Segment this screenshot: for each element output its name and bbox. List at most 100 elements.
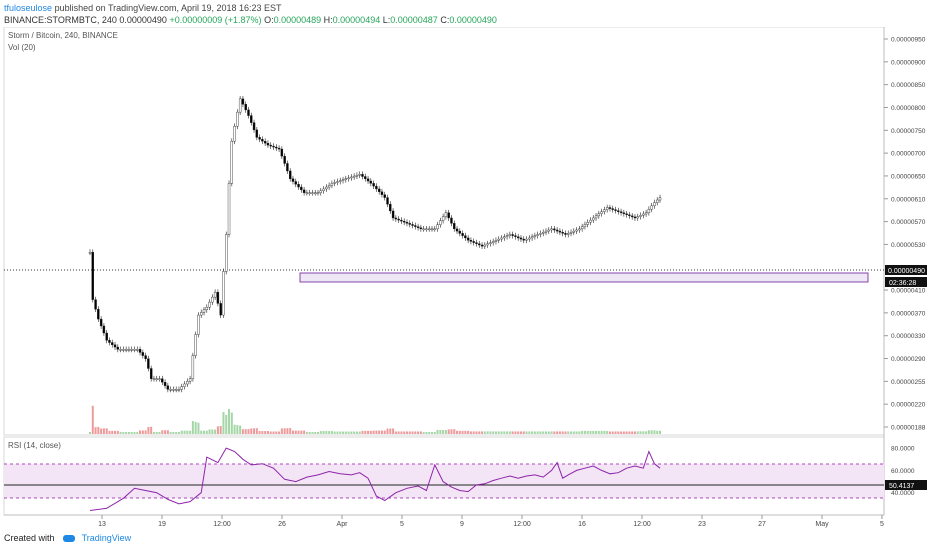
volume-bar — [236, 425, 239, 434]
candle-body — [333, 182, 336, 184]
candle-body — [644, 212, 648, 215]
candle-body — [633, 216, 637, 219]
candle-body — [555, 229, 559, 232]
candle-body — [122, 349, 125, 351]
candle-body — [369, 180, 373, 184]
author-link[interactable]: tfuloseulose — [4, 3, 53, 13]
rsi-legend: RSI (14, close) — [8, 441, 61, 450]
volume-bar — [525, 431, 528, 434]
main-pane — [3, 27, 885, 436]
candle-body — [500, 237, 503, 240]
volume-bar — [405, 431, 408, 434]
volume-bar — [595, 430, 598, 434]
candle-body — [233, 126, 236, 142]
time-tick-label: Apr — [337, 521, 349, 528]
candle-body — [350, 176, 353, 179]
volume-bar — [147, 427, 150, 434]
volume-bar — [650, 430, 653, 434]
candle-body — [405, 222, 409, 224]
volume-bar — [305, 432, 308, 434]
volume-bar — [342, 431, 345, 434]
volume-bar — [264, 431, 267, 434]
volume-bar — [169, 432, 172, 434]
candle-body — [419, 227, 423, 230]
volume-bar — [158, 432, 161, 434]
candle-body — [383, 194, 386, 198]
candle-body — [580, 226, 584, 230]
candle-body — [255, 129, 259, 138]
volume-bar — [133, 432, 136, 434]
symbol-line: BINANCE:STORMBTC, 240 — [4, 15, 117, 25]
volume-bar — [647, 430, 650, 434]
candle-body — [453, 223, 456, 230]
volume-bar — [255, 428, 258, 434]
publish-info: tfuloseulose published on TradingView.co… — [4, 3, 282, 13]
volume-bar — [89, 432, 91, 434]
volume-bar — [653, 430, 656, 434]
volume-bar — [261, 431, 264, 434]
candle-body — [394, 217, 398, 220]
volume-bar — [570, 431, 573, 434]
volume-bar — [545, 431, 547, 434]
candle-body — [522, 238, 525, 241]
volume-bar — [150, 426, 153, 434]
volume-bar — [330, 431, 333, 434]
volume-bar — [494, 431, 497, 434]
candle-body — [180, 386, 183, 390]
volume-bar — [659, 430, 661, 434]
price-tick-label: 0.00000370 — [891, 310, 926, 317]
candle-body — [653, 202, 656, 207]
price-tick-label: 0.00000800 — [891, 105, 926, 112]
volume-bar — [241, 429, 244, 434]
rsi-tick-label: 60.0000 — [891, 468, 915, 475]
candle-body — [161, 378, 164, 383]
candle-body — [225, 234, 228, 272]
chart-canvas[interactable]: Storm / Bitcoin, 240, BINANCE Vol (20) R… — [0, 27, 932, 529]
candle-body — [542, 232, 545, 234]
volume-bar — [539, 431, 542, 434]
volume-bar — [469, 431, 472, 434]
candle-body — [505, 235, 509, 237]
candle-body — [475, 242, 478, 244]
price-tick-label: 0.00000750 — [891, 128, 926, 135]
volume-bar — [180, 430, 183, 434]
volume-bar — [517, 431, 520, 434]
candle-body — [389, 203, 392, 212]
volume-bar — [186, 430, 189, 434]
candle-body — [656, 199, 659, 203]
candle-body — [327, 184, 331, 188]
candle-body — [564, 233, 567, 235]
candle-body — [250, 115, 253, 123]
volume-bar — [311, 432, 314, 434]
candle-body — [578, 228, 581, 231]
volume-bar — [211, 429, 214, 434]
volume-bar — [177, 432, 180, 434]
volume-bar — [553, 431, 556, 434]
candle-body — [605, 207, 609, 210]
tradingview-brand[interactable]: TradingView — [81, 533, 132, 543]
volume-bar — [467, 430, 470, 434]
volume-bar — [355, 431, 358, 434]
volume-bar — [556, 431, 559, 434]
candle-body — [97, 308, 100, 320]
time-tick-label: 16 — [578, 521, 586, 528]
candle-body — [88, 252, 92, 254]
candle-body — [544, 230, 548, 233]
time-tick-label: 13 — [98, 521, 106, 528]
volume-bar — [375, 430, 378, 434]
volume-bar — [531, 431, 534, 434]
candle-body — [425, 228, 428, 231]
candle-body — [433, 228, 436, 231]
volume-bar — [272, 431, 275, 434]
volume-bar — [189, 430, 192, 434]
volume-bar — [258, 431, 261, 434]
candle-body — [263, 141, 267, 144]
candle-body — [330, 183, 334, 186]
candle-body — [216, 292, 220, 304]
volume-bar — [417, 431, 420, 434]
candle-body — [511, 234, 514, 236]
volume-bar — [453, 429, 456, 434]
candle-body — [341, 179, 345, 181]
candle-body — [611, 208, 614, 210]
volume-bar — [308, 432, 311, 434]
